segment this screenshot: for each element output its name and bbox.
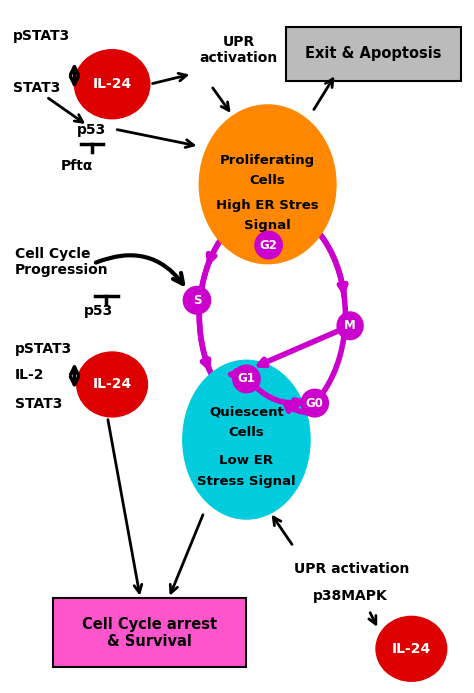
Ellipse shape <box>337 312 363 340</box>
FancyBboxPatch shape <box>53 599 246 667</box>
Text: Cell Cycle arrest
& Survival: Cell Cycle arrest & Survival <box>82 617 218 649</box>
Ellipse shape <box>199 105 336 263</box>
Text: Pftα: Pftα <box>60 159 92 173</box>
Text: M: M <box>344 319 356 332</box>
Text: High ER Stres: High ER Stres <box>216 198 319 211</box>
Text: Cells: Cells <box>250 175 285 187</box>
Text: Cells: Cells <box>228 426 264 439</box>
Ellipse shape <box>376 616 447 681</box>
Text: IL-24: IL-24 <box>92 378 132 392</box>
Text: G1: G1 <box>237 372 255 385</box>
Text: STAT3: STAT3 <box>13 80 61 95</box>
Text: pSTAT3: pSTAT3 <box>13 29 71 43</box>
Text: G2: G2 <box>260 238 277 252</box>
Text: pSTAT3: pSTAT3 <box>15 342 72 356</box>
Text: p38MAPK: p38MAPK <box>312 589 387 604</box>
Ellipse shape <box>183 360 310 519</box>
Text: STAT3: STAT3 <box>15 398 62 412</box>
Ellipse shape <box>74 50 150 119</box>
Text: Cell Cycle
Progression: Cell Cycle Progression <box>15 247 108 277</box>
Text: Exit & Apoptosis: Exit & Apoptosis <box>305 46 442 62</box>
Ellipse shape <box>77 352 147 417</box>
Text: Proliferating: Proliferating <box>220 154 315 166</box>
Text: p53: p53 <box>84 304 113 317</box>
Text: Stress Signal: Stress Signal <box>197 475 296 488</box>
Text: UPR
activation: UPR activation <box>199 35 278 65</box>
Text: IL-2: IL-2 <box>15 369 44 383</box>
Text: IL-24: IL-24 <box>92 77 132 91</box>
Text: Signal: Signal <box>244 219 291 232</box>
Text: G0: G0 <box>306 396 324 410</box>
Text: IL-24: IL-24 <box>392 642 431 656</box>
Ellipse shape <box>255 231 282 259</box>
Text: Low ER: Low ER <box>219 454 273 467</box>
Text: p53: p53 <box>77 123 106 137</box>
Ellipse shape <box>233 365 260 393</box>
FancyBboxPatch shape <box>286 27 461 81</box>
Ellipse shape <box>301 389 328 417</box>
Ellipse shape <box>183 286 210 314</box>
Text: Quiescent: Quiescent <box>209 405 284 419</box>
Text: UPR activation: UPR activation <box>293 562 409 576</box>
Text: S: S <box>193 294 201 307</box>
